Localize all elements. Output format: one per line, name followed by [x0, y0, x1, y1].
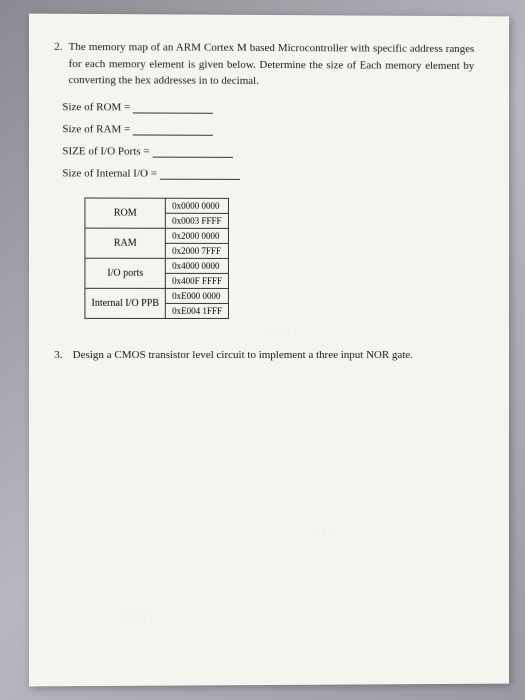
ram-label-cell: RAM — [85, 228, 166, 258]
ghost-text: TA9 — [310, 525, 334, 541]
question-2-text: The memory map of an ARM Cortex M based … — [69, 39, 475, 91]
size-ram-label: Size of RAM = — [62, 123, 130, 135]
question-2-header: 2. The memory map of an ARM Cortex M bas… — [54, 39, 474, 91]
size-rom-label: Size of ROM = — [62, 101, 130, 113]
size-io-line: SIZE of I/O Ports = — [62, 145, 474, 158]
question-3-text: Design a CMOS transistor level circuit t… — [73, 348, 413, 360]
ppb-start-cell: 0xE000 0000 — [166, 288, 229, 303]
size-io-label: SIZE of I/O Ports = — [62, 145, 149, 157]
table-row: RAM 0x2000 0000 — [85, 228, 229, 243]
table-row: I/O ports 0x4000 0000 — [85, 258, 229, 273]
rom-end-cell: 0x0003 FFFF — [166, 213, 229, 228]
blank-field — [133, 124, 213, 135]
ppb-label-cell: Internal I/O PPB — [85, 288, 166, 318]
io-end-cell: 0x400F FFFF — [166, 273, 229, 288]
ram-start-cell: 0x2000 0000 — [166, 228, 229, 243]
ram-end-cell: 0x2000 7FFF — [166, 243, 229, 258]
size-internal-label: Size of Internal I/O = — [62, 167, 157, 179]
size-ram-line: Size of RAM = — [62, 123, 474, 137]
document-page: 2. The memory map of an ARM Cortex M bas… — [29, 14, 509, 687]
blank-field — [133, 102, 213, 113]
rom-label-cell: ROM — [85, 198, 166, 228]
question-3-number: 3. — [54, 348, 62, 360]
io-label-cell: I/O ports — [85, 258, 166, 288]
size-rom-line: Size of ROM = — [62, 101, 474, 115]
question-3-block: 3. Design a CMOS transistor level circui… — [54, 348, 474, 360]
ghost-text: DMIT. — [120, 611, 158, 627]
table-row: ROM 0x0000 0000 — [85, 198, 229, 213]
question-2-number: 2. — [54, 39, 62, 89]
memory-map-table: ROM 0x0000 0000 0x0003 FFFF RAM 0x2000 0… — [84, 197, 229, 318]
ppb-end-cell: 0xE004 1FFF — [166, 303, 229, 318]
blank-field — [152, 146, 232, 157]
blank-field — [160, 168, 240, 179]
ghost-text: ROM — [270, 325, 297, 340]
question-2-block: 2. The memory map of an ARM Cortex M bas… — [54, 39, 474, 319]
size-internal-line: Size of Internal I/O = — [62, 167, 474, 180]
table-row: Internal I/O PPB 0xE000 0000 — [85, 288, 229, 303]
io-start-cell: 0x4000 0000 — [166, 258, 229, 273]
rom-start-cell: 0x0000 0000 — [166, 198, 229, 213]
